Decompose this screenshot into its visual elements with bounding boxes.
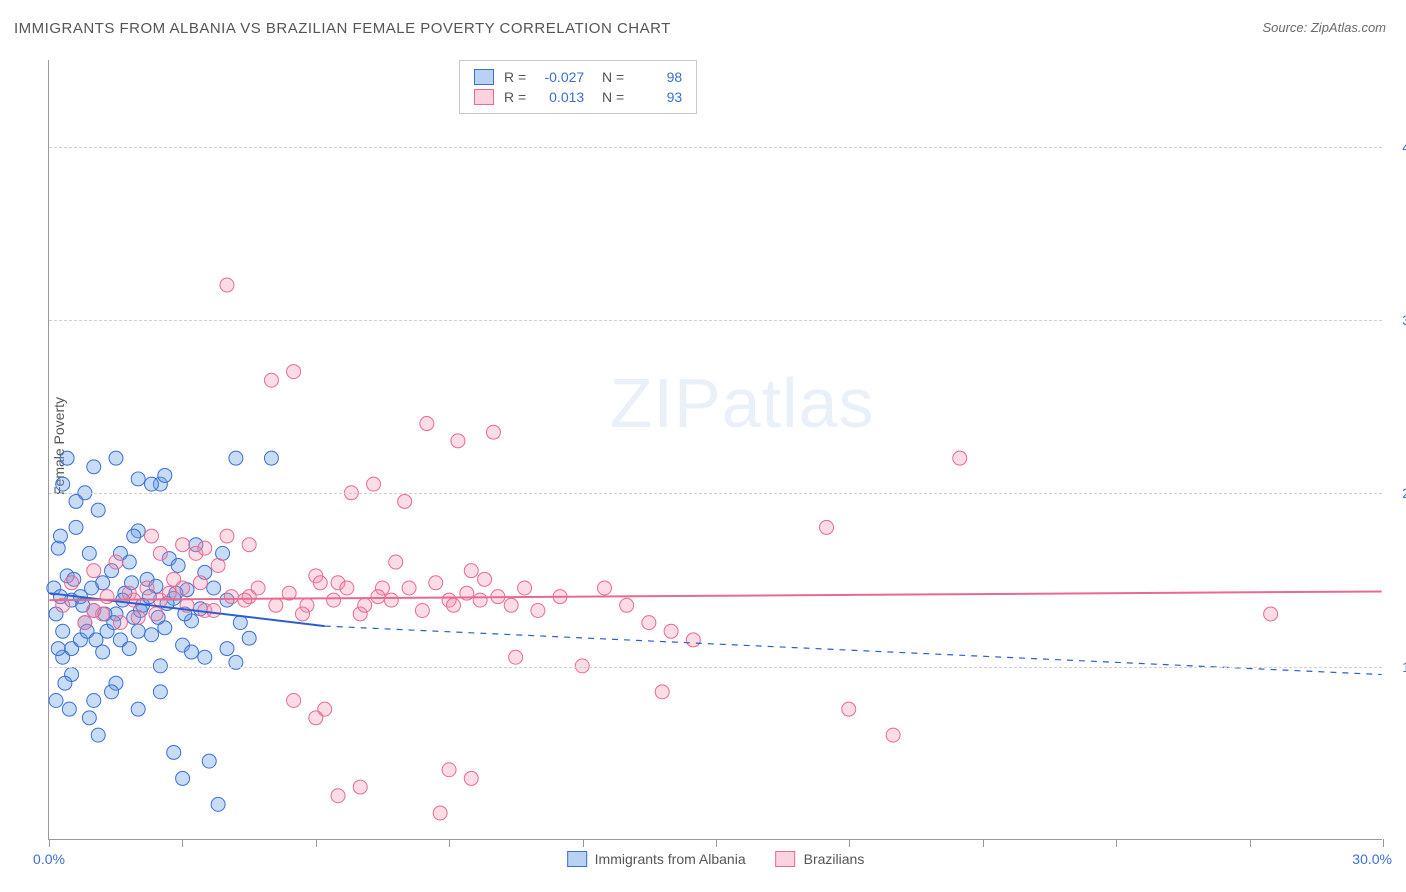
- x-tick: [1116, 839, 1117, 847]
- stat-r-label: R =: [504, 69, 526, 85]
- stat-n-value: 98: [634, 69, 682, 85]
- x-tick: [1250, 839, 1251, 847]
- stat-r-value: -0.027: [536, 69, 584, 85]
- stat-r-label: R =: [504, 89, 526, 105]
- stats-legend-box: R = -0.027 N = 98 R = 0.013 N = 93: [459, 60, 697, 114]
- legend-label: Immigrants from Albania: [595, 851, 746, 867]
- x-tick: [983, 839, 984, 847]
- stat-n-label: N =: [594, 89, 624, 105]
- x-tick: [1383, 839, 1384, 847]
- swatch-icon: [776, 851, 796, 867]
- stat-r-value: 0.013: [536, 89, 584, 105]
- y-tick-label: 30.0%: [1402, 312, 1406, 328]
- x-tick-label-left: 0.0%: [33, 851, 65, 867]
- x-tick: [449, 839, 450, 847]
- x-tick-label-right: 30.0%: [1352, 851, 1392, 867]
- gridline: [49, 493, 1382, 494]
- x-tick: [716, 839, 717, 847]
- x-tick: [316, 839, 317, 847]
- plot-area: ZIPatlas R = -0.027 N = 98 R = 0.013 N =…: [48, 60, 1382, 840]
- stat-n-label: N =: [594, 69, 624, 85]
- scatter-svg: [49, 60, 1382, 839]
- stat-n-value: 93: [634, 89, 682, 105]
- stats-row-series-1: R = 0.013 N = 93: [474, 87, 682, 107]
- x-tick: [583, 839, 584, 847]
- swatch-icon: [567, 851, 587, 867]
- y-tick-label: 20.0%: [1402, 485, 1406, 501]
- y-tick-label: 40.0%: [1402, 139, 1406, 155]
- swatch-icon: [474, 89, 494, 105]
- legend-item-0: Immigrants from Albania: [567, 851, 746, 867]
- legend-label: Brazilians: [804, 851, 865, 867]
- legend-item-1: Brazilians: [776, 851, 865, 867]
- gridline: [49, 320, 1382, 321]
- gridline: [49, 147, 1382, 148]
- source-attribution: Source: ZipAtlas.com: [1262, 20, 1386, 35]
- gridline: [49, 667, 1382, 668]
- x-tick: [49, 839, 50, 847]
- bottom-legend: Immigrants from Albania Brazilians: [567, 851, 865, 867]
- stats-row-series-0: R = -0.027 N = 98: [474, 67, 682, 87]
- swatch-icon: [474, 69, 494, 85]
- y-tick-label: 10.0%: [1402, 659, 1406, 675]
- x-tick: [182, 839, 183, 847]
- chart-title: IMMIGRANTS FROM ALBANIA VS BRAZILIAN FEM…: [14, 20, 671, 37]
- x-tick: [849, 839, 850, 847]
